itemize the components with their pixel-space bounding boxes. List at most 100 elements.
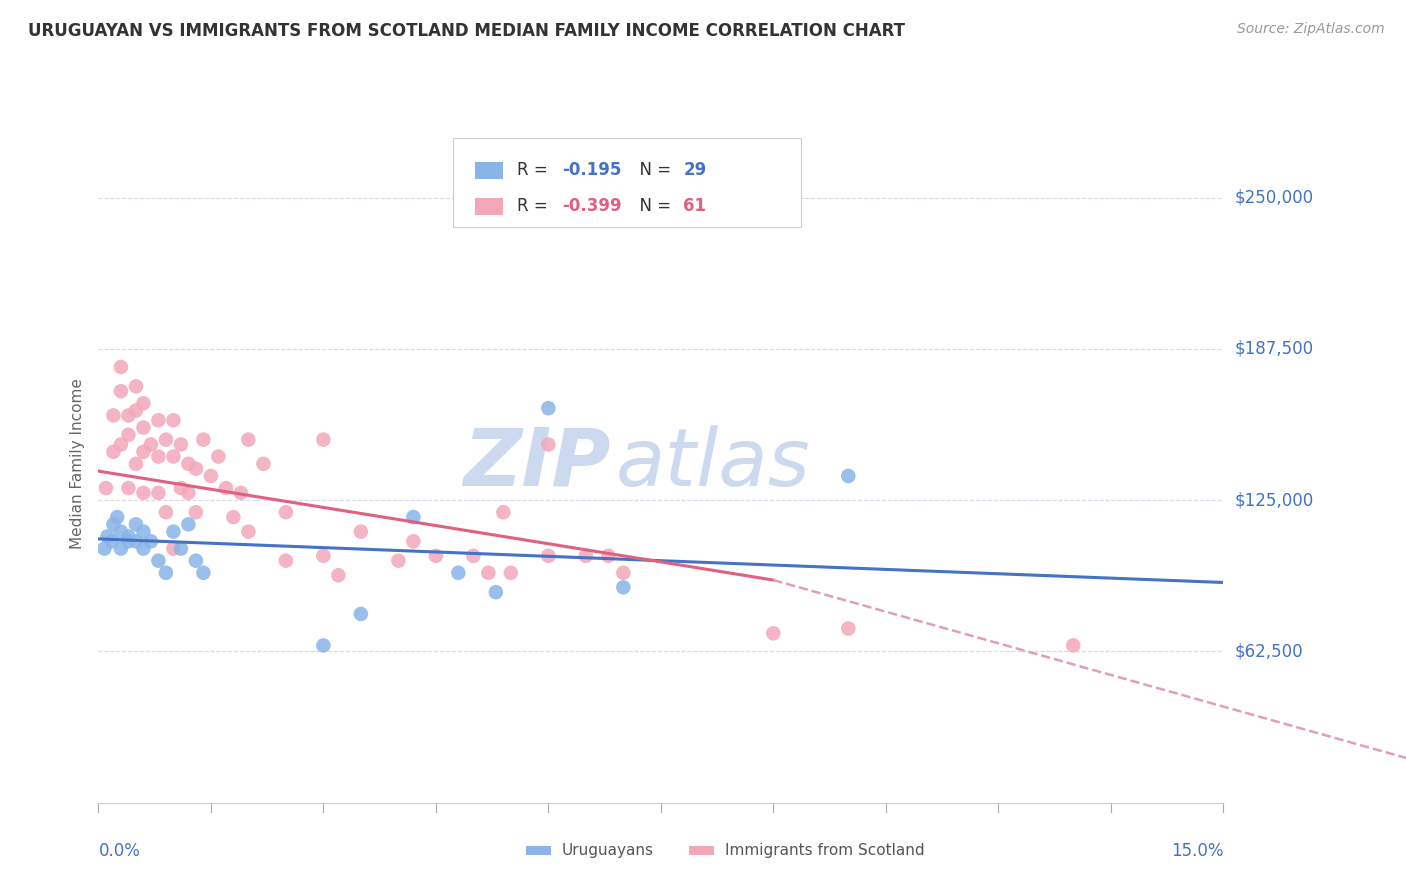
Point <box>492 505 515 519</box>
Point <box>537 437 560 451</box>
Text: R =: R = <box>517 161 553 179</box>
Point <box>184 505 207 519</box>
Point <box>200 469 222 483</box>
Point <box>132 444 155 458</box>
Point <box>229 486 252 500</box>
Text: Source: ZipAtlas.com: Source: ZipAtlas.com <box>1237 22 1385 37</box>
Point <box>110 524 132 539</box>
Text: Uruguayans: Uruguayans <box>562 843 654 858</box>
Point <box>132 486 155 500</box>
Point <box>162 450 184 464</box>
Point <box>93 541 115 556</box>
Text: -0.195: -0.195 <box>562 161 621 179</box>
Text: R =: R = <box>517 197 553 215</box>
Point <box>184 554 207 568</box>
Text: $125,000: $125,000 <box>1234 491 1313 509</box>
Text: N =: N = <box>630 161 676 179</box>
Point <box>125 379 148 393</box>
Text: 15.0%: 15.0% <box>1171 842 1223 860</box>
Point <box>193 433 215 447</box>
Point <box>110 437 132 451</box>
Point <box>222 510 245 524</box>
Point <box>117 409 139 423</box>
Point <box>387 554 409 568</box>
Text: N =: N = <box>630 197 676 215</box>
Point <box>132 541 155 556</box>
Point <box>215 481 238 495</box>
FancyBboxPatch shape <box>453 138 801 227</box>
Point <box>350 524 373 539</box>
FancyBboxPatch shape <box>475 198 503 215</box>
Point <box>94 481 117 495</box>
Text: 29: 29 <box>683 161 707 179</box>
Point <box>312 549 335 563</box>
Point <box>148 486 170 500</box>
Point <box>132 396 155 410</box>
Point <box>537 401 560 416</box>
Text: 61: 61 <box>683 197 706 215</box>
Point <box>125 534 148 549</box>
Point <box>485 585 508 599</box>
FancyBboxPatch shape <box>689 846 714 855</box>
Point <box>125 457 148 471</box>
Point <box>537 549 560 563</box>
Point <box>132 420 155 434</box>
Point <box>463 549 485 563</box>
Point <box>125 517 148 532</box>
Point <box>170 437 193 451</box>
Point <box>238 524 260 539</box>
Text: 0.0%: 0.0% <box>98 842 141 860</box>
Point <box>184 461 207 475</box>
Text: $250,000: $250,000 <box>1234 188 1313 207</box>
Point <box>103 517 125 532</box>
Text: $62,500: $62,500 <box>1234 642 1303 660</box>
Point <box>177 517 200 532</box>
Point <box>425 549 447 563</box>
Point <box>162 524 184 539</box>
Point <box>177 457 200 471</box>
Point <box>312 433 335 447</box>
Point <box>132 524 155 539</box>
Point <box>274 554 297 568</box>
Text: atlas: atlas <box>616 425 811 503</box>
Point <box>477 566 499 580</box>
Point <box>837 469 859 483</box>
Text: ZIP: ZIP <box>463 425 610 503</box>
Point <box>117 534 139 549</box>
Point <box>499 566 522 580</box>
Point <box>148 413 170 427</box>
Point <box>328 568 350 582</box>
Text: Immigrants from Scotland: Immigrants from Scotland <box>725 843 925 858</box>
Point <box>207 450 229 464</box>
Point <box>117 481 139 495</box>
Point <box>612 566 634 580</box>
FancyBboxPatch shape <box>526 846 551 855</box>
Point <box>274 505 297 519</box>
Point <box>148 450 170 464</box>
Point <box>170 541 193 556</box>
Point <box>170 481 193 495</box>
Point <box>96 529 118 543</box>
Point <box>612 580 634 594</box>
Point <box>238 433 260 447</box>
Point <box>162 413 184 427</box>
Point <box>103 409 125 423</box>
Point <box>110 541 132 556</box>
Point <box>402 534 425 549</box>
Point <box>575 549 598 563</box>
Point <box>402 510 425 524</box>
Y-axis label: Median Family Income: Median Family Income <box>70 378 86 549</box>
FancyBboxPatch shape <box>475 161 503 178</box>
Point <box>155 505 177 519</box>
Text: $187,500: $187,500 <box>1234 340 1313 358</box>
Point <box>139 534 162 549</box>
Text: URUGUAYAN VS IMMIGRANTS FROM SCOTLAND MEDIAN FAMILY INCOME CORRELATION CHART: URUGUAYAN VS IMMIGRANTS FROM SCOTLAND ME… <box>28 22 905 40</box>
Point <box>101 534 124 549</box>
Point <box>177 486 200 500</box>
Point <box>252 457 274 471</box>
Point <box>162 541 184 556</box>
Point <box>117 427 139 442</box>
Point <box>148 554 170 568</box>
Point <box>110 359 132 374</box>
Point <box>350 607 373 621</box>
